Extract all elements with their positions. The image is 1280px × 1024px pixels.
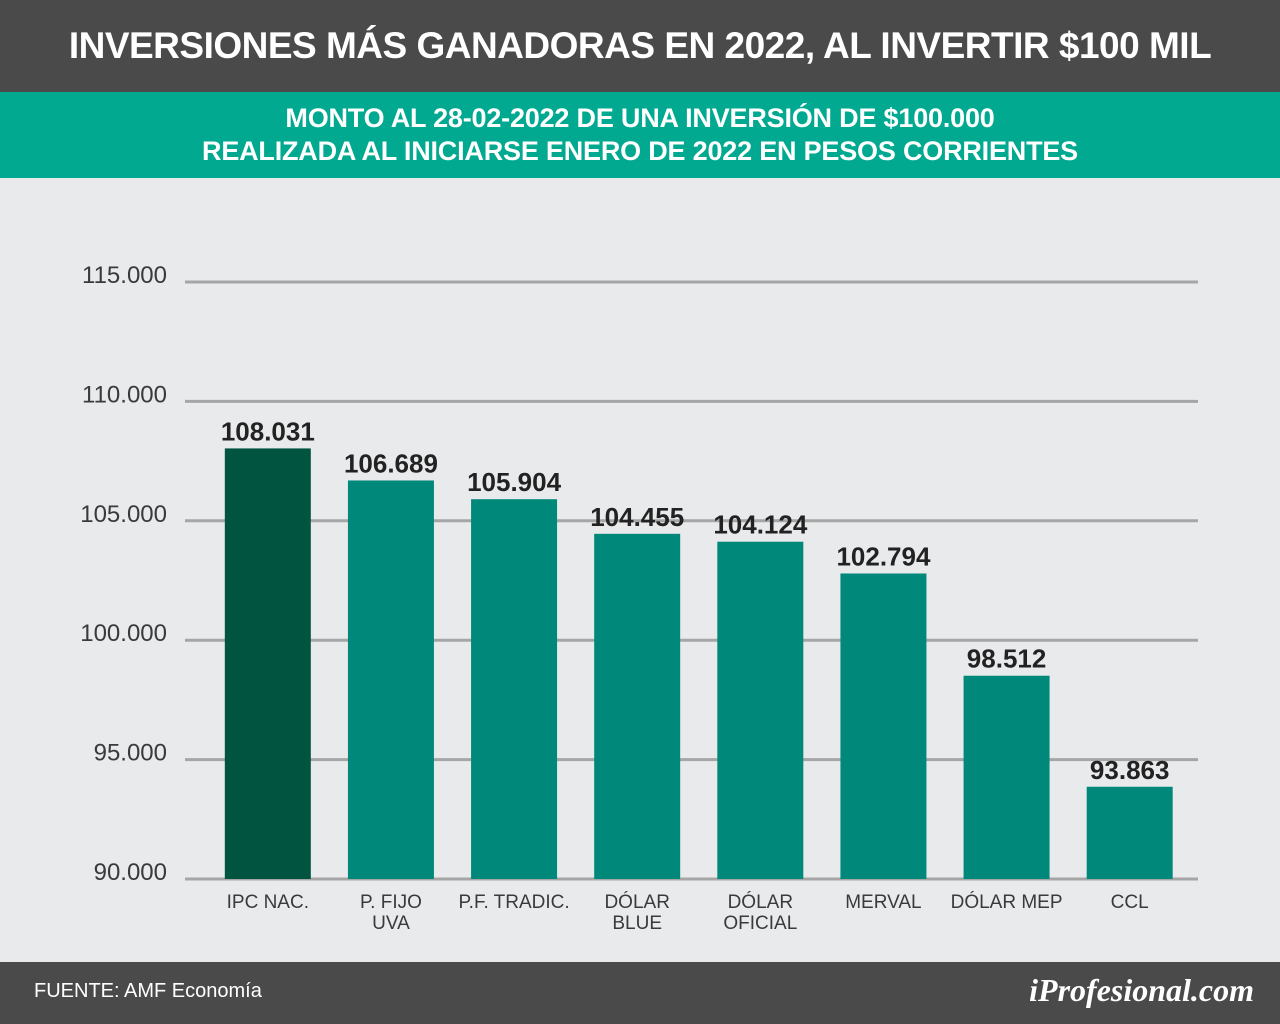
category-label: DÓLAR bbox=[604, 891, 669, 913]
category-label: DÓLAR MEP bbox=[951, 891, 1063, 913]
bar bbox=[963, 675, 1050, 879]
y-tick-label: 100.000 bbox=[80, 620, 167, 647]
bar bbox=[471, 499, 558, 879]
y-tick-label: 115.000 bbox=[82, 262, 167, 289]
bar bbox=[1086, 786, 1173, 879]
data-label: 104.455 bbox=[590, 502, 684, 532]
chart-title: INVERSIONES MÁS GANADORAS EN 2022, AL IN… bbox=[0, 0, 1280, 92]
bar bbox=[347, 480, 434, 879]
y-tick-label: 95.000 bbox=[94, 740, 167, 767]
category-label: CCL bbox=[1111, 892, 1149, 913]
data-label: 105.904 bbox=[467, 467, 562, 497]
bar bbox=[840, 573, 927, 879]
subtitle-line-2: REALIZADA AL INICIARSE ENERO DE 2022 EN … bbox=[202, 136, 1078, 166]
bar bbox=[224, 448, 311, 879]
category-label: OFICIAL bbox=[723, 913, 797, 934]
bar-chart: 90.000 95.000 100.000 105.000 110.000 115.000… bbox=[80, 262, 1198, 934]
category-label: P. FIJO bbox=[360, 892, 422, 913]
data-label: 102.794 bbox=[836, 541, 931, 571]
category-label: BLUE bbox=[612, 913, 662, 934]
data-label: 98.512 bbox=[967, 644, 1047, 674]
footer: FUENTE: AMF Economía iProfesional.com bbox=[0, 962, 1280, 1024]
y-tick-label: 105.000 bbox=[80, 501, 167, 528]
brand-logo: iProfesional.com bbox=[1029, 972, 1254, 1008]
category-label: UVA bbox=[372, 913, 410, 934]
chart-subtitle: MONTO AL 28-02-2022 DE UNA INVERSIÓN DE … bbox=[0, 92, 1280, 178]
category-label: DÓLAR bbox=[728, 891, 793, 913]
data-label: 93.863 bbox=[1090, 755, 1170, 785]
category-label: IPC NAC. bbox=[227, 892, 309, 913]
data-label: 104.124 bbox=[713, 510, 808, 540]
y-tick-label: 90.000 bbox=[94, 859, 167, 886]
source-note: FUENTE: AMF Economía bbox=[34, 980, 262, 1002]
category-label: P.F. TRADIC. bbox=[458, 892, 569, 913]
category-label: MERVAL bbox=[845, 892, 921, 913]
bar bbox=[594, 533, 681, 879]
data-label: 108.031 bbox=[221, 416, 315, 446]
chart-title-text: INVERSIONES MÁS GANADORAS EN 2022, AL IN… bbox=[68, 25, 1212, 66]
data-label: 106.689 bbox=[344, 448, 438, 478]
chart-area: 90.000 95.000 100.000 105.000 110.000 115.000… bbox=[0, 178, 1280, 962]
y-tick-label: 110.000 bbox=[82, 381, 167, 408]
subtitle-line-1: MONTO AL 28-02-2022 DE UNA INVERSIÓN DE … bbox=[285, 103, 995, 133]
bar bbox=[717, 541, 804, 879]
